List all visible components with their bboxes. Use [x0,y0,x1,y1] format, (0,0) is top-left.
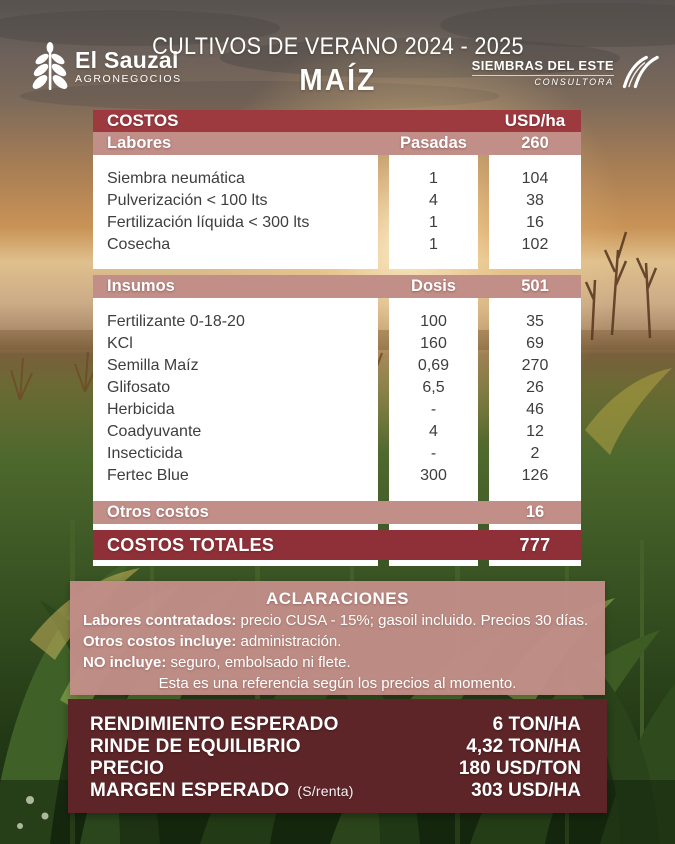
row-qty: 4 [429,192,438,209]
row-qty: 1 [429,170,438,187]
row-cost: 270 [521,357,549,374]
el-sauzal-logo: El Sauzal AGRONEGOCIOS [32,42,182,90]
labores-section-bar: Labores Pasadas 260 [93,132,581,155]
row-qty: 0,69 [417,357,450,374]
row-cost: 102 [521,236,549,253]
row-qty: 1 [429,236,438,253]
title-line1: CULTIVOS DE VERANO 2024 - 2025 [151,33,524,60]
logo-right-subtitle: CONSULTORA [471,74,614,87]
summary-box: RENDIMIENTO ESPERADO 6 TON/HA RINDE DE E… [68,699,607,813]
row-qty: - [430,445,437,462]
summary-label: MARGEN ESPERADO (S/renta) [90,780,354,801]
otros-costos-bar: Otros costos 16 [93,501,581,524]
summary-note: (S/renta) [297,783,354,799]
aclaraciones-box: ACLARACIONES Labores contratados: precio… [70,581,605,695]
row-cost: 38 [526,192,544,209]
aclaraciones-line: Labores contratados: precio CUSA - 15%; … [83,612,589,629]
row-qty: 6,5 [422,379,445,396]
costos-totales-value: 777 [519,534,551,555]
row-cost: 46 [526,401,544,418]
summary-label: RINDE DE EQUILIBRIO [90,736,301,757]
table-divider-strip [93,524,581,530]
row-cost: 26 [526,379,544,396]
plant-icon [32,42,68,90]
labores-rows: Siembra neumática Pulverización < 100 lt… [93,155,581,269]
row-label: Fertilización líquida < 300 lts [107,214,310,231]
row-qty: 1 [429,214,438,231]
page-title: CULTIVOS DE VERANO 2024 - 2025 MAÍZ [152,33,524,98]
row-cost: 12 [526,423,544,440]
labores-label: Labores [107,134,172,152]
row-label: Cosecha [107,236,171,253]
logo-right-name: SIEMBRAS DEL ESTE [471,57,614,73]
summary-value: 6 TON/HA [492,714,581,735]
row-label: Herbicida [107,401,175,418]
header: El Sauzal AGRONEGOCIOS CULTIVOS DE VERAN… [0,0,675,105]
summary-row: RENDIMIENTO ESPERADO 6 TON/HA [90,714,581,736]
otros-costos-label: Otros costos [107,503,209,521]
pasadas-column-header: Pasadas [400,134,467,152]
row-label: Fertec Blue [107,467,189,484]
table-bottom-strip [93,560,581,566]
summary-row: PRECIO 180 USD/TON [90,758,581,780]
siembras-del-este-logo: SIEMBRAS DEL ESTE CONSULTORA [471,53,659,91]
row-label: Semilla Maíz [107,357,199,374]
summary-value: 303 USD/HA [471,780,581,801]
row-cost: 2 [530,445,540,462]
row-qty: 300 [420,467,447,484]
costs-unit-label: USD/ha [504,111,566,130]
aclaraciones-line: Otros costos incluye: administración. [83,633,342,650]
summary-row: MARGEN ESPERADO (S/renta) 303 USD/HA [90,780,581,802]
otros-costos-value: 16 [525,503,545,521]
row-label: KCl [107,335,133,352]
logo-left-subtitle: AGRONEGOCIOS [75,72,182,85]
aclaraciones-title: ACLARACIONES [266,589,409,608]
row-cost: 126 [521,467,549,484]
aclaraciones-line: NO incluye: seguro, embolsado ni flete. [83,654,351,671]
summary-value: 4,32 TON/HA [466,736,581,757]
row-qty: 100 [420,313,447,330]
row-cost: 16 [526,214,544,231]
row-label: Fertilizante 0-18-20 [107,313,245,330]
row-qty: 4 [429,423,438,440]
row-label: Siembra neumática [107,170,245,187]
row-cost: 35 [526,313,544,330]
costs-header-label: COSTOS [107,111,179,130]
summary-row: RINDE DE EQUILIBRIO 4,32 TON/HA [90,736,581,758]
row-cost: 104 [521,170,549,187]
aclaraciones-footer: Esta es una referencia según los precios… [158,675,517,692]
title-line2: MAÍZ [298,62,377,97]
summary-value: 180 USD/TON [458,758,581,779]
summary-label: RENDIMIENTO ESPERADO [90,714,339,735]
insumos-label: Insumos [107,277,175,295]
labores-subtotal: 260 [521,134,549,152]
table-header-bar: COSTOS USD/ha [93,110,581,132]
insumos-subtotal: 501 [521,277,549,295]
logo-left-name: El Sauzal [75,46,179,73]
row-qty: - [430,401,437,418]
insumos-section-bar: Insumos Dosis 501 [93,275,581,298]
row-qty: 160 [420,335,447,352]
row-label: Glifosato [107,379,171,396]
insumos-rows: Fertilizante 0-18-20 KCl Semilla Maíz Gl… [93,298,581,501]
costs-table: COSTOS USD/ha Labores Pasadas 260 Siembr… [93,110,581,566]
row-label: Insecticida [107,445,183,462]
row-cost: 69 [526,335,544,352]
dosis-column-header: Dosis [411,277,456,295]
wheat-icon [622,55,659,89]
costos-totales-bar: COSTOS TOTALES 777 [93,530,581,560]
row-label: Coadyuvante [107,423,202,440]
summary-label: PRECIO [90,758,165,779]
row-label: Pulverización < 100 lts [107,192,268,209]
costos-totales-label: COSTOS TOTALES [107,534,275,555]
